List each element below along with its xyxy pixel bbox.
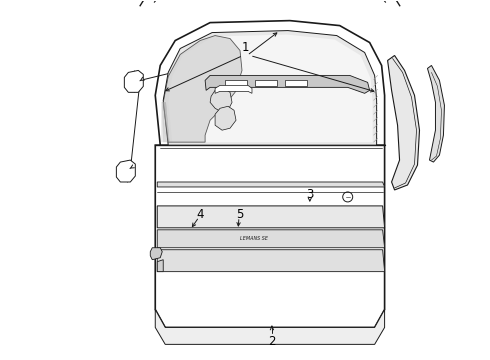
Polygon shape bbox=[116, 160, 135, 182]
Polygon shape bbox=[285, 80, 307, 86]
Polygon shape bbox=[210, 88, 232, 112]
Polygon shape bbox=[225, 80, 247, 86]
Polygon shape bbox=[155, 310, 385, 345]
Polygon shape bbox=[157, 230, 385, 248]
Polygon shape bbox=[388, 55, 419, 190]
Text: 5: 5 bbox=[236, 208, 244, 221]
Polygon shape bbox=[163, 31, 377, 145]
Polygon shape bbox=[150, 248, 162, 260]
Polygon shape bbox=[155, 21, 385, 145]
Polygon shape bbox=[168, 35, 372, 142]
Polygon shape bbox=[124, 71, 143, 92]
Text: 4: 4 bbox=[196, 208, 204, 221]
Polygon shape bbox=[205, 75, 369, 93]
Polygon shape bbox=[155, 145, 385, 328]
Polygon shape bbox=[163, 36, 242, 142]
Text: LEMANS SE: LEMANS SE bbox=[240, 236, 268, 241]
Polygon shape bbox=[157, 260, 163, 272]
Polygon shape bbox=[215, 85, 252, 93]
Polygon shape bbox=[427, 66, 444, 162]
Polygon shape bbox=[157, 182, 385, 187]
Polygon shape bbox=[157, 206, 385, 228]
Polygon shape bbox=[255, 80, 277, 86]
Polygon shape bbox=[157, 250, 385, 272]
Text: 1: 1 bbox=[241, 41, 249, 54]
Polygon shape bbox=[215, 106, 236, 130]
Text: 2: 2 bbox=[268, 335, 276, 348]
Text: 3: 3 bbox=[306, 188, 314, 202]
